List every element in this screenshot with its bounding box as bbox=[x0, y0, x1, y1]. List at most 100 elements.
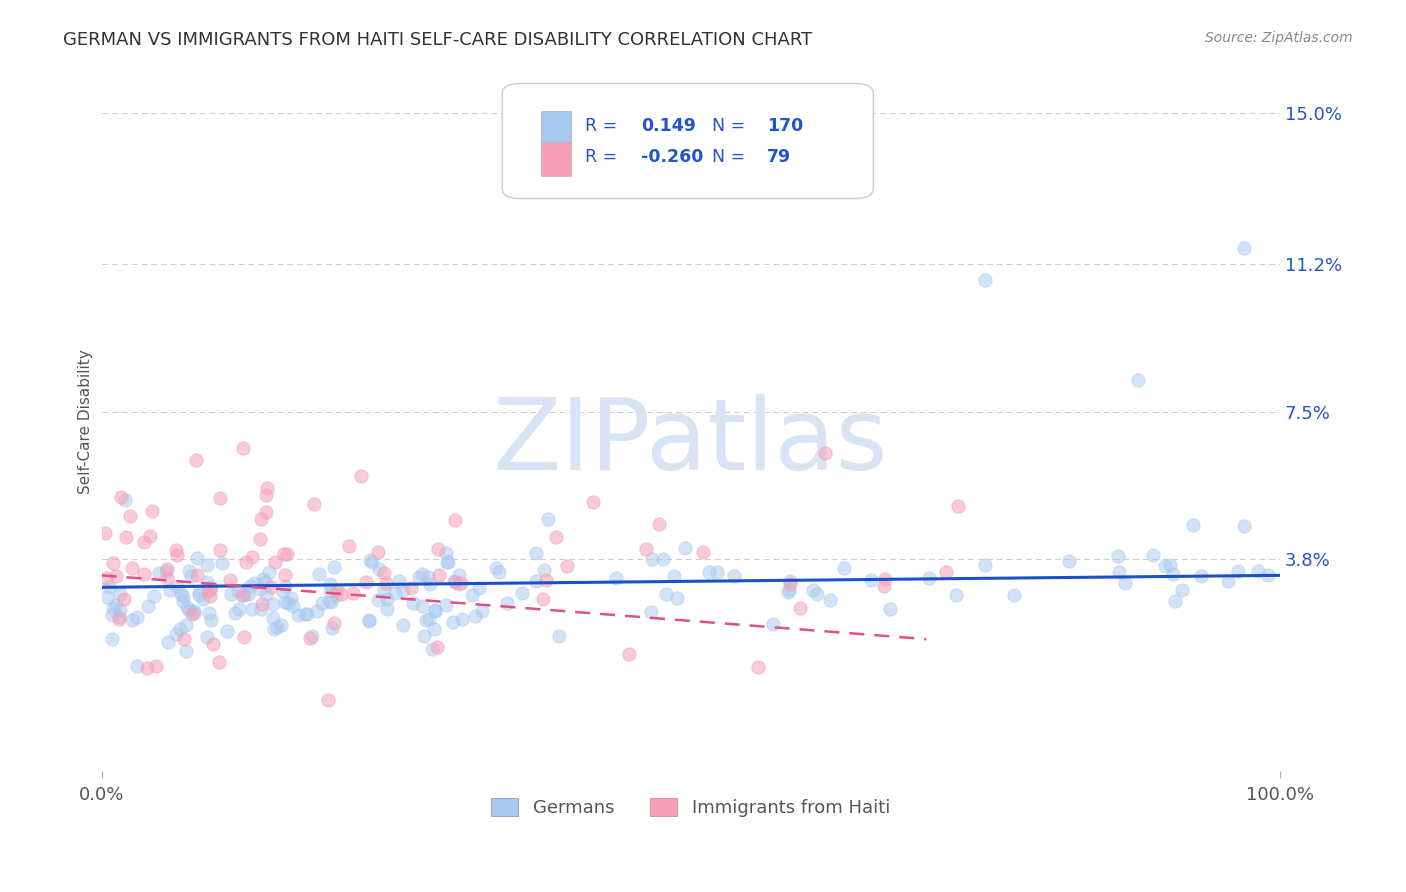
Point bbox=[165, 627, 187, 641]
Point bbox=[115, 531, 138, 545]
Point bbox=[357, 613, 380, 627]
Point bbox=[108, 612, 131, 626]
Point bbox=[555, 559, 578, 574]
Point bbox=[1107, 549, 1129, 563]
Point bbox=[141, 504, 163, 518]
Point bbox=[260, 580, 283, 594]
Point bbox=[277, 596, 299, 610]
Point bbox=[434, 546, 457, 560]
Point bbox=[464, 609, 486, 624]
Point bbox=[723, 569, 745, 583]
Point bbox=[706, 566, 728, 580]
Point bbox=[582, 495, 605, 509]
Point bbox=[537, 512, 560, 526]
Point bbox=[187, 588, 209, 602]
Point bbox=[287, 608, 309, 623]
Point bbox=[176, 600, 198, 615]
Point bbox=[101, 608, 124, 623]
Point bbox=[423, 603, 446, 617]
Point bbox=[673, 541, 696, 556]
Point bbox=[209, 543, 232, 558]
Point bbox=[422, 623, 444, 637]
Point bbox=[257, 565, 280, 579]
Text: R =: R = bbox=[585, 148, 623, 166]
Point bbox=[1128, 373, 1150, 387]
Point bbox=[299, 631, 322, 645]
Point bbox=[264, 555, 287, 569]
Point bbox=[270, 618, 292, 632]
Point bbox=[974, 558, 997, 572]
Legend: Germans, Immigrants from Haiti: Germans, Immigrants from Haiti bbox=[484, 790, 897, 824]
Point bbox=[172, 594, 194, 608]
Point bbox=[173, 632, 195, 646]
Point bbox=[218, 574, 240, 588]
Point bbox=[359, 553, 381, 567]
Y-axis label: Self-Care Disability: Self-Care Disability bbox=[79, 350, 93, 494]
Text: N =: N = bbox=[711, 118, 751, 136]
Point bbox=[276, 547, 298, 561]
Point bbox=[524, 574, 547, 589]
Point bbox=[779, 574, 801, 589]
Point bbox=[918, 571, 941, 585]
Point bbox=[120, 509, 142, 524]
Point bbox=[411, 599, 433, 613]
Point bbox=[441, 615, 464, 629]
Point bbox=[184, 452, 207, 467]
Point bbox=[1182, 517, 1205, 532]
Point bbox=[169, 622, 191, 636]
FancyBboxPatch shape bbox=[502, 84, 873, 199]
Point bbox=[132, 534, 155, 549]
Point bbox=[316, 693, 339, 707]
Point bbox=[814, 446, 837, 460]
Text: R =: R = bbox=[585, 118, 623, 136]
Point bbox=[373, 582, 395, 596]
Point bbox=[461, 589, 484, 603]
Point bbox=[305, 604, 328, 618]
Point bbox=[266, 620, 288, 634]
Point bbox=[232, 588, 254, 602]
Point bbox=[273, 567, 295, 582]
Point bbox=[200, 580, 222, 594]
Text: ZIPatlas: ZIPatlas bbox=[494, 394, 889, 491]
Text: -0.260: -0.260 bbox=[641, 148, 703, 166]
Point bbox=[1002, 589, 1025, 603]
Point bbox=[652, 552, 675, 566]
Point bbox=[198, 607, 221, 621]
Point bbox=[524, 546, 547, 560]
Point bbox=[108, 587, 131, 601]
Point bbox=[134, 567, 156, 582]
Point bbox=[208, 655, 231, 669]
Point bbox=[226, 583, 249, 598]
Text: GERMAN VS IMMIGRANTS FROM HAITI SELF-CARE DISABILITY CORRELATION CHART: GERMAN VS IMMIGRANTS FROM HAITI SELF-CAR… bbox=[63, 31, 813, 49]
Point bbox=[254, 587, 277, 601]
Point bbox=[342, 585, 364, 599]
Point bbox=[101, 632, 124, 646]
Point bbox=[392, 583, 415, 598]
Point bbox=[101, 600, 124, 615]
Point bbox=[156, 571, 179, 585]
Point bbox=[322, 615, 344, 630]
Point bbox=[114, 492, 136, 507]
Point bbox=[375, 601, 398, 615]
Point bbox=[444, 512, 467, 526]
Point bbox=[302, 497, 325, 511]
Point bbox=[779, 577, 801, 591]
Point bbox=[94, 571, 117, 585]
Point bbox=[242, 576, 264, 591]
Text: 79: 79 bbox=[768, 148, 792, 166]
Point bbox=[416, 570, 439, 584]
Point bbox=[534, 574, 557, 588]
Point bbox=[747, 660, 769, 674]
Point bbox=[145, 659, 167, 673]
Point bbox=[110, 603, 132, 617]
Point bbox=[254, 574, 277, 589]
Point bbox=[177, 603, 200, 617]
Point bbox=[125, 610, 148, 624]
Point bbox=[1246, 564, 1268, 578]
Point bbox=[262, 597, 284, 611]
Point bbox=[1171, 583, 1194, 598]
Point bbox=[274, 579, 297, 593]
Point bbox=[640, 606, 662, 620]
Point bbox=[832, 560, 855, 574]
Point bbox=[201, 637, 224, 651]
